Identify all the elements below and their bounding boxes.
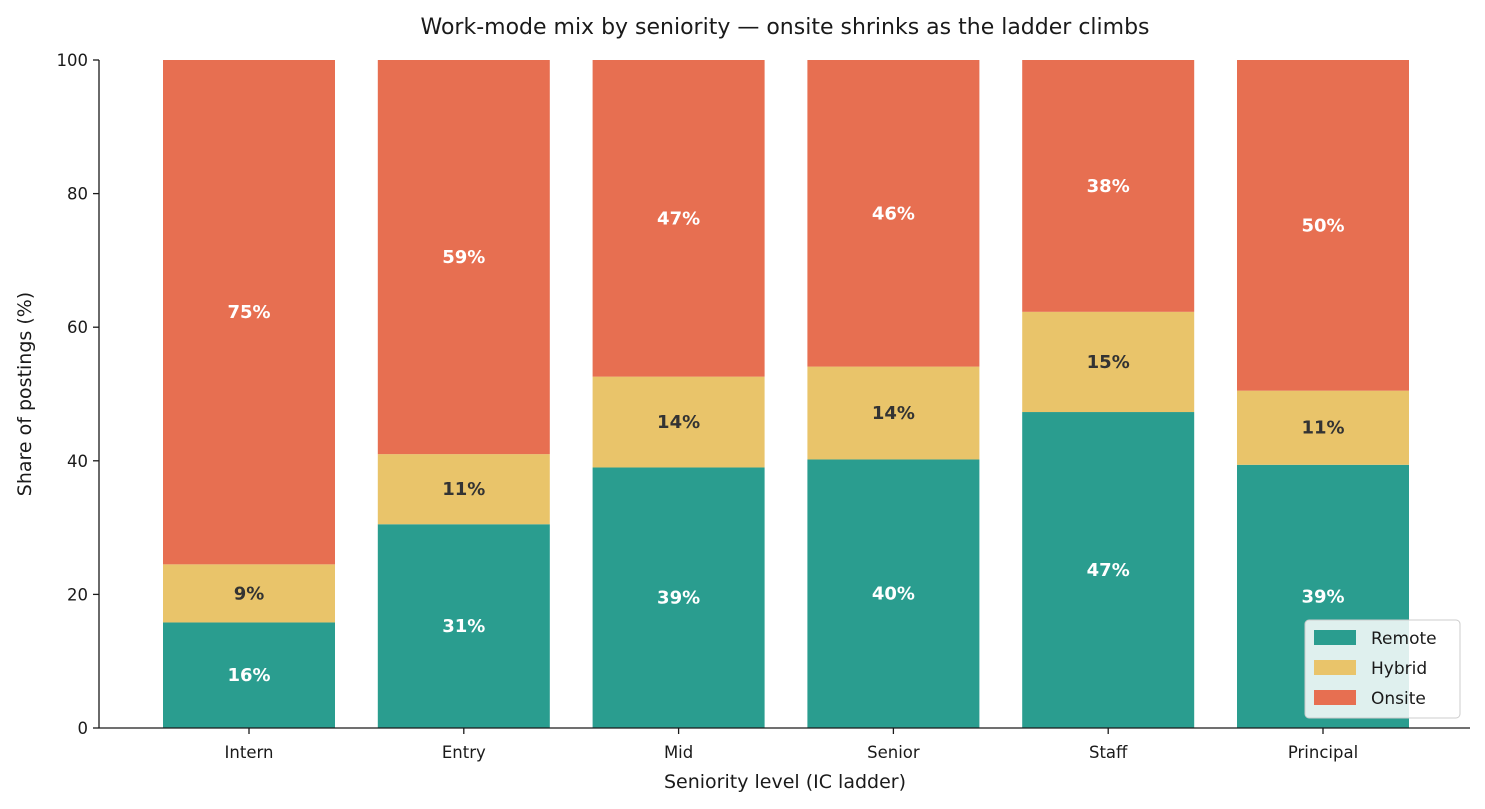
x-axis-label: Seniority level (IC ladder)	[664, 771, 906, 793]
data-label-remote-senior: 40%	[872, 584, 915, 605]
bar-hybrid-entry	[377, 454, 550, 525]
data-label-hybrid-entry: 11%	[442, 479, 485, 500]
bar-hybrid-staff	[1022, 311, 1195, 413]
data-label-remote-mid: 39%	[657, 588, 700, 609]
bar-hybrid-senior	[807, 366, 980, 460]
bar-hybrid-intern	[163, 564, 335, 623]
data-label-remote-entry: 31%	[442, 616, 485, 637]
data-label-onsite-mid: 47%	[657, 208, 700, 229]
data-label-onsite-senior: 46%	[872, 203, 915, 224]
data-label-hybrid-staff: 15%	[1087, 352, 1130, 373]
data-label-onsite-principal: 50%	[1301, 215, 1344, 236]
y-tick-label: 80	[67, 185, 88, 204]
data-label-hybrid-mid: 14%	[657, 412, 700, 433]
chart-title: Work-mode mix by seniority — onsite shri…	[420, 15, 1149, 40]
bar-remote-senior	[807, 459, 980, 728]
plot-area: 16% 9% 75% 31% 11% 59% 39% 14% 47% 40% 14% 46% 47% 15…	[163, 60, 1409, 728]
data-label-hybrid-intern: 9%	[234, 583, 265, 604]
bar-onsite-principal	[1237, 60, 1409, 391]
x-tick-label-intern: Intern	[225, 743, 274, 762]
bar-onsite-mid	[592, 60, 765, 377]
bar-onsite-intern	[163, 60, 335, 565]
x-axis: Intern Entry Mid Senior Staff Principal	[99, 727, 1470, 762]
y-tick-label: 100	[57, 51, 89, 70]
x-tick-label-staff: Staff	[1089, 743, 1128, 762]
x-tick-label-principal: Principal	[1288, 743, 1358, 762]
data-label-remote-principal: 39%	[1301, 586, 1344, 607]
bar-remote-intern	[163, 622, 335, 728]
data-label-remote-intern: 16%	[227, 665, 270, 686]
bar-onsite-entry	[377, 60, 550, 455]
legend-label-hybrid: Hybrid	[1371, 659, 1427, 679]
y-tick-label: 20	[67, 585, 88, 604]
bar-hybrid-principal	[1237, 390, 1409, 465]
y-tick-label: 60	[67, 318, 88, 337]
bar-remote-staff	[1022, 412, 1195, 728]
legend-swatch-hybrid	[1314, 660, 1356, 675]
bar-onsite-staff	[1022, 60, 1195, 312]
data-label-hybrid-principal: 11%	[1301, 418, 1344, 439]
y-axis: 0 20 40 60 80 100	[57, 51, 100, 738]
y-tick-label: 0	[78, 719, 89, 738]
bar-remote-mid	[592, 467, 765, 728]
legend-swatch-onsite	[1314, 690, 1356, 705]
data-label-onsite-staff: 38%	[1087, 176, 1130, 197]
legend-swatch-remote	[1314, 630, 1356, 645]
data-label-onsite-intern: 75%	[227, 302, 270, 323]
y-axis-label: Share of postings (%)	[14, 292, 36, 496]
legend-label-remote: Remote	[1371, 629, 1437, 649]
bar-hybrid-mid	[592, 376, 765, 468]
x-tick-label-mid: Mid	[664, 743, 693, 762]
legend: Remote Hybrid Onsite	[1304, 619, 1461, 719]
data-label-remote-staff: 47%	[1087, 560, 1130, 581]
legend-label-onsite: Onsite	[1371, 689, 1426, 709]
bar-onsite-senior	[807, 60, 980, 367]
data-label-onsite-entry: 59%	[442, 247, 485, 268]
x-tick-label-entry: Entry	[442, 743, 486, 762]
y-tick-label: 40	[67, 452, 88, 471]
data-label-hybrid-senior: 14%	[872, 403, 915, 424]
bar-remote-entry	[377, 524, 550, 728]
x-tick-label-senior: Senior	[867, 743, 920, 762]
